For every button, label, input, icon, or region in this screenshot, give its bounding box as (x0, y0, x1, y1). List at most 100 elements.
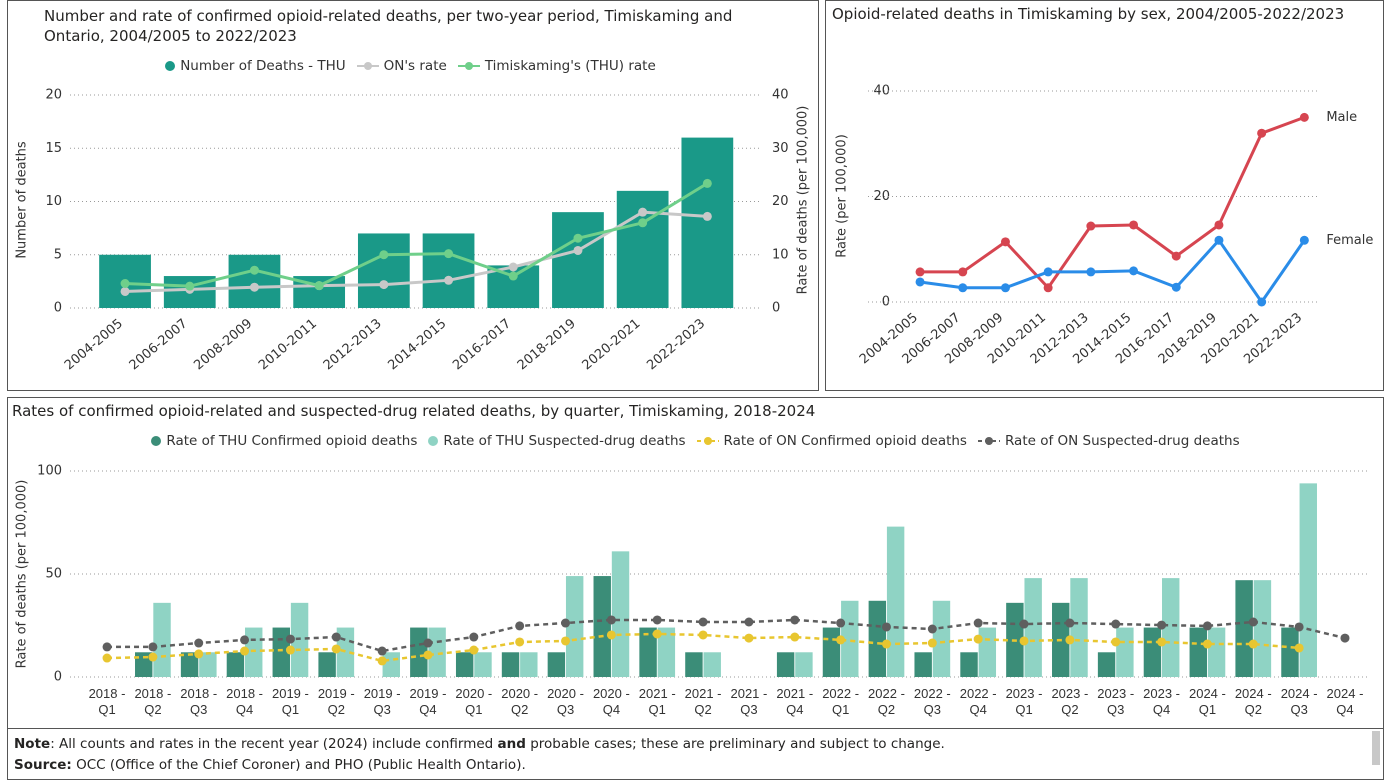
series-label: Male (1326, 110, 1357, 125)
x-tick-label: 2018-2019 (515, 316, 579, 373)
point (1043, 283, 1053, 293)
bar (565, 576, 584, 677)
bar (1024, 578, 1042, 677)
point (120, 286, 130, 296)
legend-label: Rate of ON Suspected-drug deaths (1004, 433, 1240, 449)
x-tick-label: 2020 - Q3 (547, 686, 584, 717)
bar (978, 627, 997, 677)
point (1111, 619, 1121, 629)
y-tick-label: 20 (873, 189, 890, 204)
point (561, 636, 571, 646)
legend-item: Rate of ON Suspected-drug deaths (977, 433, 1240, 449)
bar (1189, 627, 1207, 677)
source: Source: OCC (Office of the Chief Coroner… (14, 755, 945, 776)
point (927, 638, 937, 648)
bar (960, 652, 978, 677)
point (469, 632, 479, 642)
point (1000, 237, 1010, 247)
x-tick-label: 2024 - Q3 (1280, 686, 1318, 717)
bar (357, 233, 410, 308)
bar (822, 627, 841, 677)
point (638, 207, 648, 217)
legend-label: Rate of THU Confirmed opioid deaths (166, 433, 418, 449)
bar (593, 576, 611, 677)
legend-item: Rate of THU Suspected-drug deaths (427, 433, 686, 449)
y2-axis-label: Rate of deaths (per 100,000) (796, 106, 811, 295)
point (836, 635, 846, 645)
chart-title: Rates of confirmed opioid-related and su… (12, 402, 816, 420)
point (249, 282, 259, 292)
y-tick-label: 40 (873, 84, 890, 99)
legend-label: ON's rate (383, 58, 447, 74)
bar (1281, 627, 1299, 677)
point (515, 621, 525, 631)
bar (685, 652, 703, 677)
panel (825, 0, 1384, 391)
point (1129, 220, 1139, 230)
point (1248, 617, 1258, 627)
legend-marker (151, 436, 162, 446)
x-tick-label: 2023 - Q4 (1143, 686, 1180, 717)
bar (199, 652, 217, 677)
bar (382, 652, 400, 677)
legend-marker (356, 62, 379, 70)
point (1257, 128, 1267, 138)
note-label: Note (14, 736, 51, 752)
point (379, 280, 389, 290)
point (508, 262, 518, 272)
point (1086, 267, 1096, 277)
point (331, 644, 341, 654)
point (469, 645, 479, 655)
point (1065, 618, 1075, 628)
note-text: : All counts and rates in the recent yea… (50, 736, 498, 752)
bar (153, 602, 171, 677)
point (1299, 112, 1309, 122)
point (148, 642, 158, 652)
x-tick-label: 2020 - Q1 (455, 686, 493, 717)
note: Note: All counts and rates in the recent… (14, 734, 945, 755)
bar (428, 627, 446, 677)
y-axis-label: Rate (per 100,000) (835, 134, 850, 258)
legend-dot (984, 437, 993, 445)
point (638, 218, 648, 228)
bar (611, 551, 630, 677)
point (240, 635, 250, 645)
bar (180, 652, 199, 677)
y-tick-label: 5 (54, 247, 62, 262)
x-tick-label: 2022-2023 (644, 316, 708, 373)
x-tick-label: 2020 - Q2 (501, 686, 539, 717)
point (1019, 636, 1029, 646)
legend-item: Rate of THU Confirmed opioid deaths (150, 433, 417, 449)
point (1257, 297, 1267, 307)
point (423, 638, 433, 648)
point (1202, 639, 1212, 649)
point (1214, 220, 1224, 230)
y-tick-label: 0 (54, 301, 62, 316)
point (881, 622, 891, 632)
point (698, 617, 708, 627)
point (314, 281, 324, 291)
series-label: Female (1326, 233, 1373, 248)
x-tick-label: 2023 - Q1 (1005, 686, 1043, 717)
line (106, 632, 1300, 663)
scrollbar[interactable] (1372, 731, 1380, 765)
bar (1097, 652, 1116, 677)
y-tick-label: 100 (37, 464, 62, 479)
point (702, 178, 712, 188)
x-tick-label: 2022 - Q1 (822, 686, 860, 717)
point (185, 281, 195, 291)
bar (639, 627, 657, 677)
bar (135, 652, 153, 677)
legend: Rate of THU Confirmed opioid deaths Rate … (10, 433, 1380, 449)
point (1129, 266, 1139, 276)
x-tick-label: 2022 - Q4 (959, 686, 997, 717)
legend-item: ON's rate (356, 58, 447, 74)
x-tick-label: 2018 - Q3 (180, 686, 218, 717)
point (194, 638, 204, 648)
bar (318, 652, 336, 677)
point (606, 630, 616, 640)
legend-dot (703, 437, 712, 445)
point (973, 618, 983, 628)
line (107, 618, 1346, 653)
